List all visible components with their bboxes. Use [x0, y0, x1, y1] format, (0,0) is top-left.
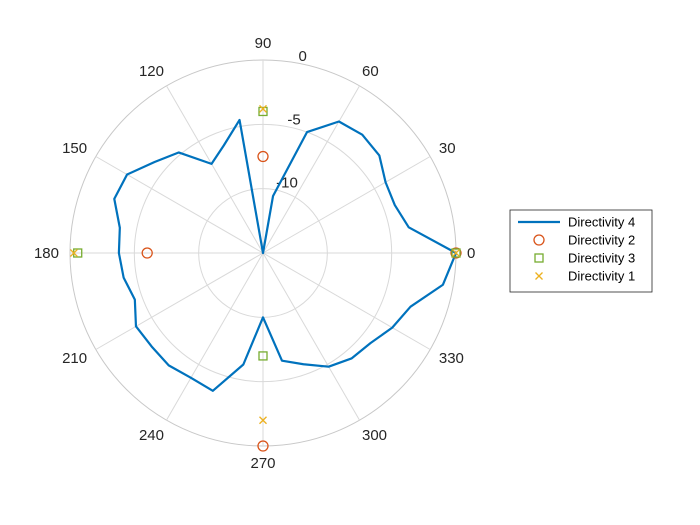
theta-tick-label: 330	[439, 350, 464, 367]
polar-grid	[69, 59, 457, 447]
theta-tick-label: 150	[62, 140, 87, 157]
grid-spoke	[262, 156, 431, 254]
legend-swatch	[533, 234, 545, 246]
grid-spoke	[166, 85, 264, 254]
theta-tick-label: 270	[250, 455, 275, 472]
series-line	[113, 118, 458, 392]
grid-spoke	[262, 252, 360, 421]
grid-spoke	[95, 252, 264, 350]
series-point	[69, 249, 78, 257]
data-series	[69, 104, 462, 452]
series-point	[257, 150, 269, 163]
grid-spoke	[262, 85, 360, 254]
r-tick-label: 0	[299, 48, 307, 65]
grid-spoke	[262, 252, 431, 350]
legend-label: Directivity 2	[568, 233, 635, 248]
series-point	[259, 416, 267, 425]
legend-label: Directivity 1	[568, 269, 635, 284]
theta-tick-label: 300	[362, 427, 387, 444]
series-point	[451, 248, 461, 258]
theta-tick-label: 120	[139, 63, 164, 80]
series-point	[452, 249, 460, 257]
theta-tick-label: 210	[62, 350, 87, 367]
series-point-stroke	[259, 416, 267, 425]
theta-tick-label: 240	[139, 427, 164, 444]
series-point-stroke	[452, 249, 460, 257]
legend-swatch	[534, 253, 544, 263]
r-tick-label: -5	[287, 111, 300, 128]
theta-tick-label: 60	[362, 63, 379, 80]
theta-tick-label: 0	[467, 245, 475, 262]
series-point	[141, 247, 153, 259]
legend: Directivity 4 Directivity 2 Directivity 3 D…	[509, 209, 653, 293]
legend-label: Directivity 4	[568, 215, 635, 230]
legend-swatch	[535, 272, 543, 280]
legend-box	[509, 209, 653, 293]
theta-tick-label: 90	[255, 35, 272, 52]
series-point-stroke	[259, 104, 267, 113]
series-point	[259, 104, 267, 113]
legend-swatch-stroke	[535, 272, 543, 280]
series-point-stroke	[69, 249, 78, 257]
theta-tick-label: 30	[439, 140, 456, 157]
grid-spoke	[95, 156, 264, 254]
series-point	[258, 106, 268, 117]
series-point	[257, 440, 269, 452]
legend-label: Directivity 3	[568, 251, 635, 266]
series-point	[258, 351, 268, 361]
grid-spoke	[166, 252, 264, 421]
series-point	[450, 247, 462, 259]
theta-tick-label: 180	[34, 245, 59, 262]
